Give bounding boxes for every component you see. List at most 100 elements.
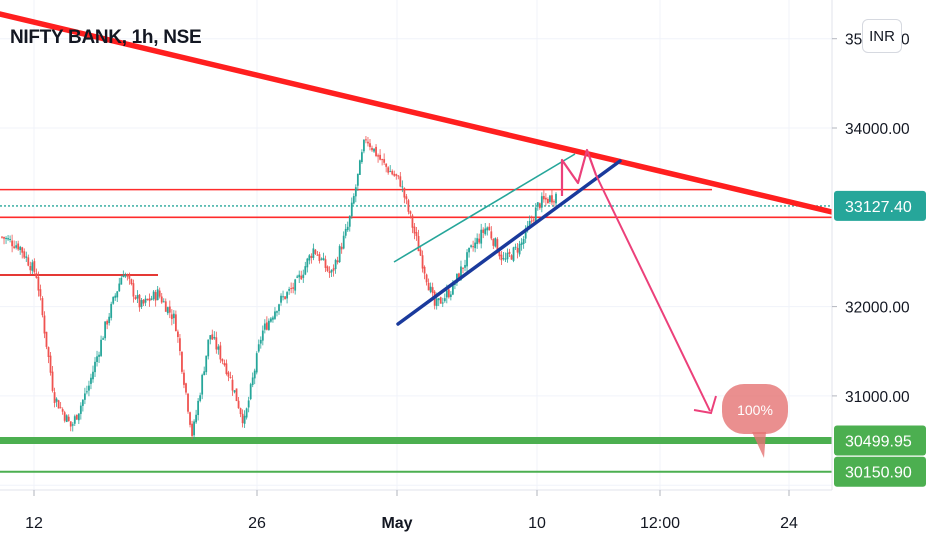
candle-body xyxy=(425,274,428,283)
candle-body xyxy=(185,383,187,393)
candle-body xyxy=(88,385,90,391)
candle-body xyxy=(15,245,18,248)
candle-body xyxy=(474,242,477,249)
candle-body xyxy=(55,398,58,402)
candle-body xyxy=(371,147,373,151)
candle-body xyxy=(284,296,286,300)
candle-body xyxy=(263,323,266,330)
candle-body xyxy=(235,388,238,402)
candle-body xyxy=(138,294,141,308)
projection-arrow-line xyxy=(595,174,711,412)
candle-body xyxy=(247,400,250,408)
candle-body xyxy=(492,239,495,246)
candle-body xyxy=(203,371,206,376)
candle-body xyxy=(156,289,159,301)
candle-body xyxy=(403,187,406,198)
candle-body xyxy=(183,372,185,385)
candle-body xyxy=(71,424,74,426)
candle-body xyxy=(328,271,331,274)
candle-body xyxy=(504,258,507,260)
candle-body xyxy=(162,301,165,303)
candle-body xyxy=(104,321,107,339)
candle-body xyxy=(344,228,347,236)
candle-body xyxy=(223,362,226,366)
chart-title: NIFTY BANK, 1h, NSE xyxy=(10,27,202,48)
candle-body xyxy=(13,246,16,248)
candle-body xyxy=(462,267,464,269)
candle-body xyxy=(33,261,36,273)
candle-body xyxy=(460,266,462,280)
candle-body xyxy=(110,303,113,318)
candle-body xyxy=(150,298,153,300)
candle-body xyxy=(314,249,317,254)
projection-arrowhead xyxy=(693,395,717,415)
candle-body xyxy=(451,282,454,295)
candle-body xyxy=(199,395,202,401)
candle-body xyxy=(37,276,40,291)
candle-body xyxy=(229,377,232,379)
candle-body xyxy=(387,167,390,173)
time-tick-label: 10 xyxy=(528,515,546,532)
candle-body xyxy=(399,176,402,187)
candle-body xyxy=(29,266,32,271)
time-tick-label: 12:00 xyxy=(640,515,680,532)
candle-body xyxy=(267,320,270,330)
candle-body xyxy=(27,257,30,266)
candle-body xyxy=(538,203,541,209)
candle-body xyxy=(555,193,557,204)
candle-body xyxy=(1,236,3,238)
candle-body xyxy=(391,170,394,175)
candle-body xyxy=(79,405,82,414)
candle-body xyxy=(549,195,551,202)
candle-body xyxy=(324,259,327,268)
candle-body xyxy=(191,423,193,436)
candle-body xyxy=(239,408,242,415)
candle-body xyxy=(172,313,175,319)
candle-body xyxy=(132,283,135,297)
candle-body xyxy=(90,377,92,384)
candle-body xyxy=(166,307,169,314)
candle-body xyxy=(17,243,20,250)
candle-body xyxy=(21,247,24,253)
candle-body xyxy=(278,304,280,312)
candle-body xyxy=(354,187,357,197)
candle-body xyxy=(514,246,517,248)
candle-body xyxy=(332,268,335,271)
candle-body xyxy=(530,220,533,222)
candle-body xyxy=(431,287,434,293)
candle-body xyxy=(472,246,475,248)
time-axis: 12 26 May 10 12:00 24 xyxy=(0,489,832,532)
candle-body xyxy=(395,174,398,176)
candle-body xyxy=(280,295,282,303)
candle-body xyxy=(443,298,446,302)
candle-body xyxy=(532,219,535,221)
price-tick-label: 31000.00 xyxy=(845,389,910,406)
candle-body xyxy=(195,414,198,423)
candle-body xyxy=(302,274,305,278)
candle-body xyxy=(516,247,519,253)
candle-body xyxy=(466,252,468,267)
candle-body xyxy=(265,322,268,330)
candle-body xyxy=(221,358,224,362)
candle-body xyxy=(508,251,511,254)
candle-body xyxy=(67,416,70,422)
candle-body xyxy=(259,339,262,344)
candle-body xyxy=(363,139,365,152)
candle-body xyxy=(35,273,38,278)
price-marker-box xyxy=(834,190,926,221)
candle-body xyxy=(231,379,234,391)
candle-body xyxy=(92,371,94,380)
currency-button[interactable]: INR xyxy=(862,19,902,53)
candle-body xyxy=(346,226,349,231)
candle-body xyxy=(57,400,60,409)
candle-body xyxy=(429,286,432,292)
candle-body xyxy=(144,298,147,303)
candle-body xyxy=(126,274,129,277)
candle-body xyxy=(486,227,489,231)
candle-body xyxy=(59,407,62,409)
candle-body xyxy=(356,173,359,186)
candle-body xyxy=(177,331,179,338)
price-marker-box xyxy=(834,456,926,487)
candle-body xyxy=(261,330,264,341)
